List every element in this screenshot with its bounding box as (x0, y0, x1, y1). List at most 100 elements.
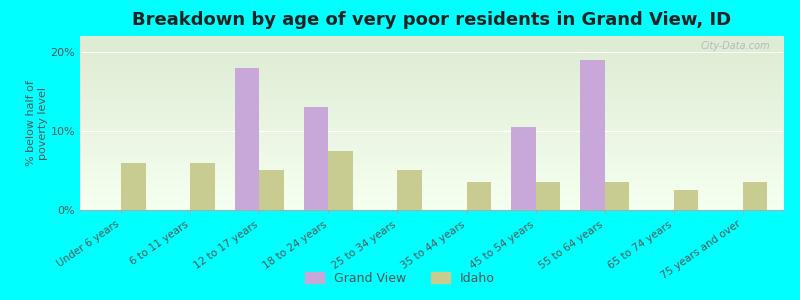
Bar (80, 134, 784, 135)
Bar (80, 36, 784, 37)
Bar (80, 40, 784, 41)
Bar (80, 86, 784, 87)
Bar (80, 109, 784, 110)
Bar (80, 81, 784, 82)
Bar (80, 127, 784, 128)
Bar (80, 114, 784, 115)
Bar (80, 139, 784, 140)
Bar (80, 104, 784, 105)
Bar (80, 208, 784, 209)
Bar (80, 60, 784, 61)
Bar (80, 83, 784, 84)
Bar (80, 44, 784, 45)
Bar (80, 143, 784, 144)
Bar (80, 199, 784, 200)
Bar (80, 179, 784, 180)
Bar (80, 204, 784, 205)
Bar (80, 72, 784, 73)
Bar (235, 68, 259, 210)
Bar (80, 125, 784, 126)
Bar (80, 91, 784, 92)
Bar (80, 146, 784, 147)
Bar (80, 156, 784, 157)
Bar (80, 64, 784, 65)
Bar (80, 194, 784, 195)
Bar (511, 127, 535, 210)
Bar (80, 130, 784, 131)
Bar (80, 148, 784, 149)
Bar (605, 182, 629, 210)
Bar (80, 122, 784, 123)
Bar (80, 113, 784, 114)
Bar (80, 137, 784, 138)
Bar (80, 133, 784, 134)
Bar (80, 53, 784, 54)
Bar (80, 202, 784, 203)
Bar (80, 209, 784, 210)
Bar (80, 192, 784, 193)
Bar (80, 42, 784, 43)
Bar (80, 107, 784, 108)
Title: Breakdown by age of very poor residents in Grand View, ID: Breakdown by age of very poor residents … (133, 11, 731, 29)
Bar (80, 100, 784, 101)
Bar (80, 169, 784, 170)
Bar (80, 69, 784, 70)
Bar (80, 102, 784, 103)
Bar (80, 120, 784, 121)
Legend: Grand View, Idaho: Grand View, Idaho (299, 265, 501, 291)
Bar (80, 74, 784, 75)
Bar (80, 73, 784, 74)
Bar (80, 92, 784, 93)
Bar (259, 170, 284, 210)
Bar (80, 168, 784, 169)
Bar (80, 160, 784, 161)
Bar (80, 79, 784, 80)
Bar (80, 45, 784, 46)
Bar (80, 62, 784, 63)
Bar (80, 70, 784, 71)
Bar (80, 67, 784, 68)
Bar (80, 151, 784, 152)
Bar (80, 128, 784, 129)
Bar (80, 187, 784, 188)
Bar (80, 150, 784, 151)
Bar (80, 76, 784, 77)
Bar (80, 185, 784, 186)
Bar (80, 184, 784, 185)
Bar (329, 151, 353, 210)
Bar (80, 117, 784, 118)
Bar (80, 176, 784, 177)
Bar (80, 167, 784, 168)
Bar (80, 157, 784, 158)
Bar (80, 47, 784, 48)
Bar (80, 193, 784, 194)
Bar (80, 68, 784, 69)
Bar (80, 190, 784, 191)
Bar (80, 200, 784, 201)
Bar (80, 163, 784, 164)
Bar (80, 61, 784, 62)
Bar (80, 103, 784, 104)
Bar (304, 107, 329, 210)
Bar (80, 181, 784, 182)
Bar (80, 206, 784, 207)
Bar (80, 84, 784, 85)
Bar (80, 111, 784, 112)
Bar (80, 118, 784, 119)
Bar (80, 97, 784, 98)
Bar (535, 182, 560, 210)
Bar (80, 56, 784, 57)
Bar (80, 149, 784, 150)
Bar (80, 116, 784, 117)
Bar (80, 165, 784, 166)
Bar (80, 195, 784, 196)
Bar (80, 172, 784, 173)
Bar (80, 162, 784, 163)
Bar (80, 207, 784, 208)
Bar (80, 110, 784, 111)
Bar (80, 55, 784, 56)
Bar (80, 161, 784, 162)
Bar (80, 101, 784, 102)
Bar (80, 158, 784, 159)
Bar (80, 58, 784, 59)
